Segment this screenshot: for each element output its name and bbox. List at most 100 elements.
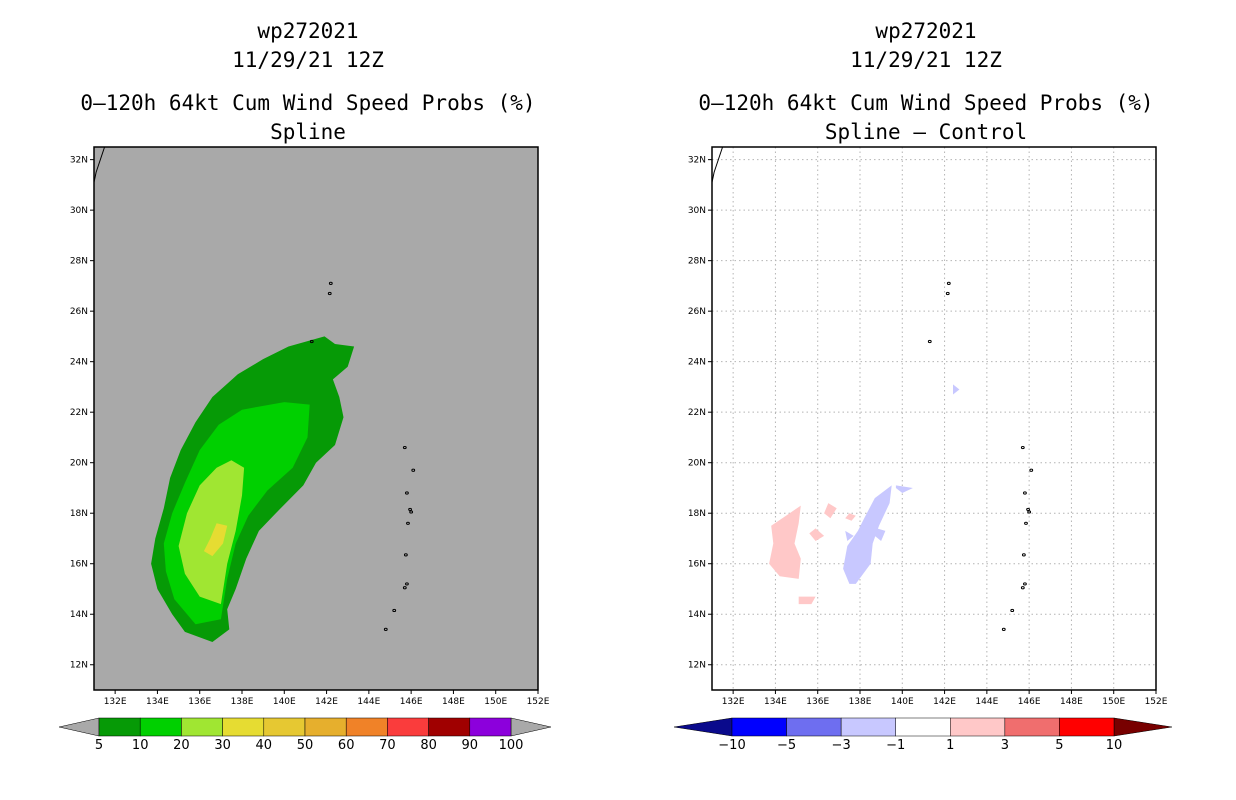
y-tick-label: 26N [70,307,88,317]
plot-frame [711,146,1157,691]
colorbar-label: −5 [777,738,796,753]
right-title-1: wp272021 [875,19,977,43]
x-tick-label: 152E [1145,697,1168,707]
x-tick-label: 152E [527,697,550,707]
y-tick-label: 22N [70,408,88,418]
colorbar-swatch [263,717,306,737]
colorbar-swatch [345,717,388,737]
colorbar-label: 100 [499,738,524,753]
island-mark [408,507,412,512]
y-tick-label: 20N [688,459,706,469]
y-tick-label: 28N [70,257,88,267]
colorbar-label: 5 [1055,738,1063,753]
contour-region--3--1 [953,384,960,395]
y-tick-label: 18N [688,509,706,519]
x-tick-label: 132E [722,697,745,707]
island-mark [1026,507,1030,512]
y-tick-label: 14N [688,610,706,620]
y-tick-label: 32N [70,156,88,166]
island-mark [402,445,407,450]
island-mark [383,627,388,631]
island-mark [402,586,407,590]
colorbar-label: 5 [95,738,103,753]
island-mark [1021,553,1026,557]
y-tick-label: 24N [70,358,88,368]
y-tick-label: 30N [688,206,706,216]
contour-region-30-40 [203,523,228,557]
y-tick-label: 24N [688,358,706,368]
colorbar-label: 10 [1106,738,1123,753]
x-tick-label: 146E [1018,697,1041,707]
right-title-2: 11/29/21 12Z [850,48,1002,72]
colorbar-swatch [181,717,223,737]
island-mark [1024,521,1028,525]
island-mark [1023,491,1027,495]
island-mark [405,491,409,495]
island-mark [327,291,332,296]
colorbar-swatch [1059,717,1115,737]
colorbar-swatch [428,717,471,737]
y-tick-label: 14N [70,610,88,620]
colorbar-label: 50 [297,738,314,753]
x-tick-label: 142E [315,697,338,707]
colorbar-over-arrow [510,717,552,737]
contour-region-1-3 [809,528,825,541]
x-tick-label: 148E [1060,697,1083,707]
colorbar-label: 40 [256,738,273,753]
y-tick-label: 16N [688,560,706,570]
colorbar-label: 3 [1001,738,1009,753]
island-mark [406,521,410,525]
colorbar-swatch [139,717,182,737]
island-mark [405,582,409,586]
x-tick-label: 140E [273,697,296,707]
island-mark [1010,608,1015,613]
left-title-2: 11/29/21 12Z [232,48,384,72]
y-tick-label: 30N [70,206,88,216]
x-tick-label: 140E [891,697,914,707]
contour-region-20-30 [178,460,245,605]
island-mark [1023,582,1027,586]
island-mark [927,339,932,344]
island-mark [1020,586,1025,590]
left-title-1: wp272021 [257,19,359,43]
colorbar-over-arrow [1113,717,1173,737]
contour-region-1-3 [798,596,816,605]
x-tick-label: 136E [806,697,829,707]
colorbar-swatch [950,717,1006,737]
contour-region-1-3 [824,503,837,519]
island-mark [946,281,951,285]
contour-region-1-3 [769,505,801,579]
y-tick-label: 28N [688,257,706,267]
y-tick-label: 16N [70,560,88,570]
right-title-4: Spline – Control [824,120,1028,144]
y-tick-label: 20N [70,459,88,469]
colorbar-label: 90 [462,738,479,753]
contour-region--3--1 [843,485,892,584]
colorbar-label: 10 [132,738,149,753]
contour-region--3--1 [895,485,913,493]
colorbar-label: 30 [214,738,231,753]
y-tick-label: 32N [688,156,706,166]
island-mark [1027,510,1032,514]
colorbar-label: 60 [338,738,355,753]
island-mark [403,553,408,557]
left-title-4: Spline [270,120,346,144]
x-tick-label: 150E [484,697,507,707]
x-tick-label: 142E [933,697,956,707]
coastline [711,146,724,183]
x-tick-label: 138E [231,697,254,707]
left-colorbar: 5 10 20 30 40 50 60 70 80 90 100 [58,717,552,753]
y-tick-label: 26N [688,307,706,317]
x-tick-label: 144E [357,697,380,707]
colorbar-swatch [304,717,347,737]
right-map-panel: 132E 134E 136E 138E 140E 142E 144E 146E 148E 150E… [688,146,1168,707]
colorbar-label: −10 [718,738,745,753]
x-tick-label: 134E [764,697,787,707]
x-tick-label: 146E [400,697,423,707]
colorbar-under-arrow [58,717,100,737]
island-mark [409,510,414,514]
x-tick-label: 144E [975,697,998,707]
colorbar-swatch [731,717,787,737]
right-title-3: 0–120h 64kt Cum Wind Speed Probs (%) [698,91,1154,115]
